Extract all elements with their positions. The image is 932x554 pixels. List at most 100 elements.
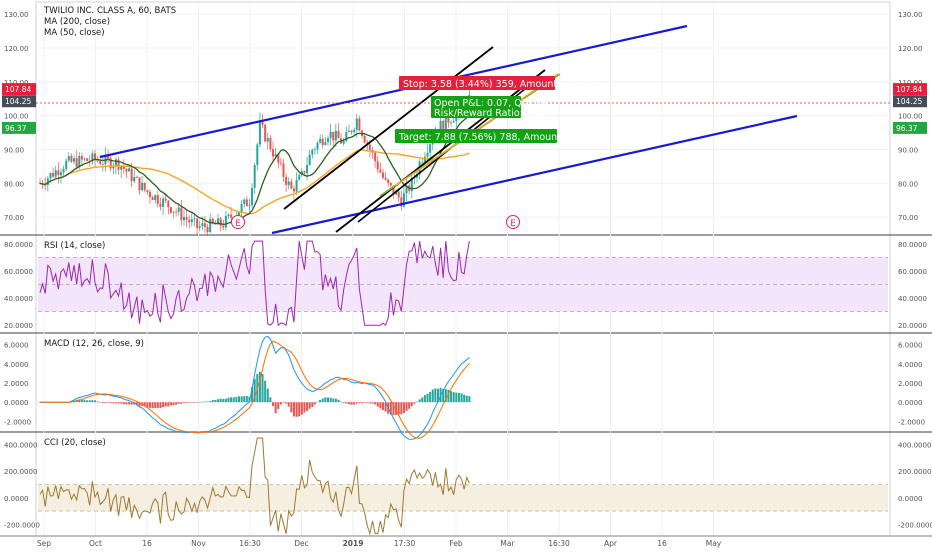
candle-body[interactable] xyxy=(57,170,60,176)
candle-body[interactable] xyxy=(49,173,52,179)
macd-legend[interactable]: MACD (12, 26, close, 9) xyxy=(44,339,144,349)
candle-body[interactable] xyxy=(384,177,387,180)
open-pl-box[interactable] xyxy=(431,96,521,118)
price-flag-right-0[interactable] xyxy=(893,83,927,96)
cci-legend[interactable]: CCI (20, close) xyxy=(44,438,106,448)
candle-body[interactable] xyxy=(313,149,316,151)
candle-body[interactable] xyxy=(114,159,117,167)
candle-body[interactable] xyxy=(135,177,138,178)
trade-labels[interactable]: Stop: 3.58 (3.44%) 359, Amount: 352.29 O… xyxy=(395,76,606,143)
candle-body[interactable] xyxy=(374,152,377,162)
candle-body[interactable] xyxy=(180,207,183,221)
earnings-markers[interactable]: E E xyxy=(231,215,520,230)
candle-body[interactable] xyxy=(206,226,209,232)
candle-body[interactable] xyxy=(295,179,298,192)
candle-body[interactable] xyxy=(264,124,267,142)
macd-line[interactable] xyxy=(40,335,470,440)
candle-body[interactable] xyxy=(452,121,455,123)
candle-body[interactable] xyxy=(245,199,248,207)
candle-body[interactable] xyxy=(86,158,89,161)
candle-body[interactable] xyxy=(389,182,392,186)
candle-body[interactable] xyxy=(167,200,170,208)
candle-body[interactable] xyxy=(337,130,340,139)
candle-body[interactable] xyxy=(83,158,86,160)
candle-body[interactable] xyxy=(148,191,151,198)
candle-body[interactable] xyxy=(54,170,57,177)
price-flag-left-0[interactable] xyxy=(2,83,36,96)
candle-body[interactable] xyxy=(169,207,172,213)
candle-body[interactable] xyxy=(287,181,290,185)
candle-body[interactable] xyxy=(156,195,159,204)
candle-body[interactable] xyxy=(272,149,275,157)
candle-body[interactable] xyxy=(285,177,288,185)
ma200-legend[interactable]: MA (200, close) xyxy=(44,17,110,27)
cci-line[interactable] xyxy=(39,437,470,536)
earnings-marker-2[interactable] xyxy=(506,215,520,229)
candle-body[interactable] xyxy=(347,130,350,132)
candle-body[interactable] xyxy=(321,138,324,145)
candle-body[interactable] xyxy=(397,191,400,198)
candle-body[interactable] xyxy=(188,219,191,223)
trendline-steep-upper[interactable] xyxy=(283,46,494,210)
candle-body[interactable] xyxy=(381,172,384,178)
candle-body[interactable] xyxy=(311,149,314,155)
candle-body[interactable] xyxy=(217,218,220,225)
candle-body[interactable] xyxy=(405,185,408,194)
candle-body[interactable] xyxy=(324,142,327,145)
candle-body[interactable] xyxy=(52,173,55,177)
candle-body[interactable] xyxy=(91,153,94,162)
candle-body[interactable] xyxy=(421,161,424,163)
rsi-legend[interactable]: RSI (14, close) xyxy=(44,241,105,251)
candle-body[interactable] xyxy=(298,174,301,180)
candle-body[interactable] xyxy=(224,215,227,228)
candle-body[interactable] xyxy=(120,166,123,170)
candle-body[interactable] xyxy=(62,169,65,173)
candle-body[interactable] xyxy=(410,177,413,192)
ma50-legend[interactable]: MA (50, close) xyxy=(44,28,105,38)
candle-body[interactable] xyxy=(198,226,201,229)
rsi-pane[interactable] xyxy=(39,240,470,327)
candle-body[interactable] xyxy=(261,120,264,125)
candle-body[interactable] xyxy=(345,131,348,141)
candle-body[interactable] xyxy=(101,164,104,165)
candle-body[interactable] xyxy=(319,138,322,143)
price-flag-right-1[interactable] xyxy=(893,95,927,108)
candle-body[interactable] xyxy=(122,166,125,169)
candle-body[interactable] xyxy=(329,131,332,139)
candle-body[interactable] xyxy=(59,172,62,176)
candle-body[interactable] xyxy=(117,159,120,170)
candle-body[interactable] xyxy=(332,131,335,141)
candle-body[interactable] xyxy=(266,137,269,142)
price-flag-right-2[interactable] xyxy=(893,121,927,134)
candle-body[interactable] xyxy=(46,178,49,185)
candle-body[interactable] xyxy=(251,187,254,206)
candle-body[interactable] xyxy=(96,159,99,161)
candle-body[interactable] xyxy=(355,118,358,130)
price-flag-left-2[interactable] xyxy=(2,121,36,134)
candle-body[interactable] xyxy=(444,113,447,129)
candle-body[interactable] xyxy=(256,144,259,166)
candle-body[interactable] xyxy=(211,218,214,223)
candle-body[interactable] xyxy=(334,130,337,141)
candle-body[interactable] xyxy=(93,153,96,160)
candle-body[interactable] xyxy=(203,223,206,227)
candle-body[interactable] xyxy=(78,156,81,168)
stop-label-box[interactable] xyxy=(399,76,555,90)
candle-body[interactable] xyxy=(164,198,167,201)
candle-body[interactable] xyxy=(350,130,353,132)
candle-body[interactable] xyxy=(162,198,165,207)
candle-body[interactable] xyxy=(447,113,450,123)
candle-body[interactable] xyxy=(353,129,356,132)
candle-body[interactable] xyxy=(282,163,285,178)
candle-body[interactable] xyxy=(240,204,243,212)
candle-body[interactable] xyxy=(209,218,212,232)
candle-body[interactable] xyxy=(175,211,178,213)
macd-signal-line[interactable] xyxy=(40,340,470,439)
candle-body[interactable] xyxy=(277,153,280,163)
candle-body[interactable] xyxy=(363,135,366,143)
candle-body[interactable] xyxy=(269,137,272,150)
candle-body[interactable] xyxy=(196,218,199,229)
candle-body[interactable] xyxy=(426,152,429,157)
candle-body[interactable] xyxy=(258,120,261,145)
